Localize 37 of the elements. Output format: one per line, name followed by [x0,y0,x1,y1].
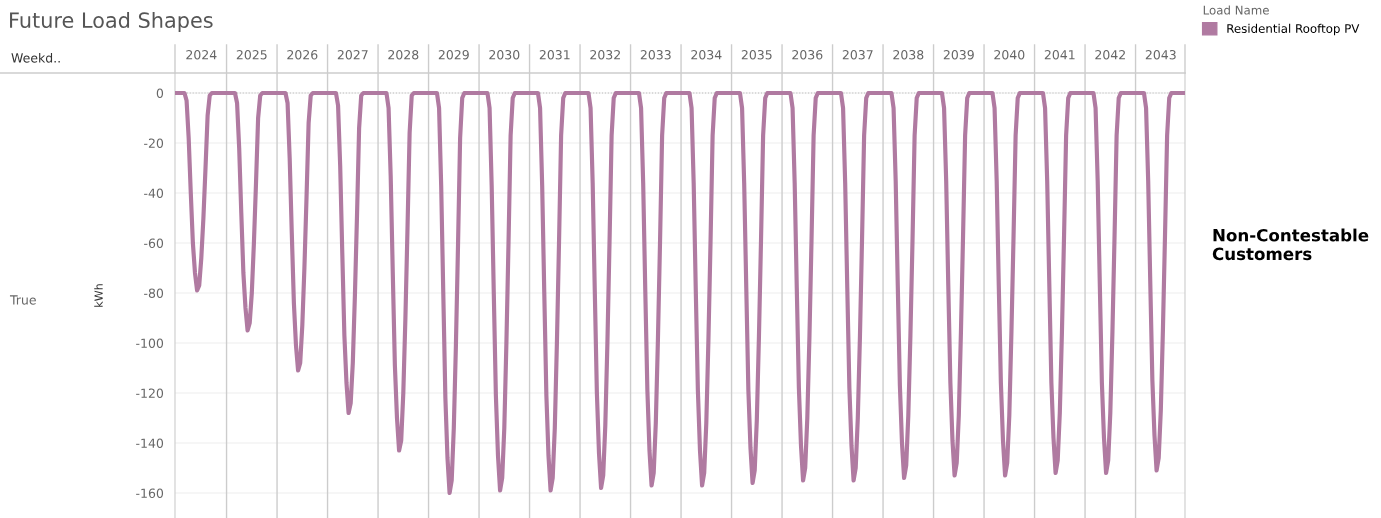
chart-title: Future Load Shapes [10,11,213,33]
x-tick-label: 2037 [842,50,873,60]
text: Weekd.. [11,52,60,63]
x-tick-label: 2032 [590,50,620,60]
x-tick-label: 2026 [287,50,318,60]
x-tick-label: 2042 [1095,50,1125,60]
x-tick-label: 2039 [943,50,974,60]
y-tick-label: -140 [136,438,164,448]
y-tick-label: -100 [136,338,164,348]
x-tick-label: 2040 [994,50,1025,60]
y-tick-label: -40 [144,188,164,198]
x-tick-label: 2030 [489,50,520,60]
y-tick-label: -160 [136,488,164,498]
x-tick-label: 2033 [640,50,671,60]
x-tick-label: 2025 [236,50,267,60]
x-tick-label: 2028 [388,50,419,60]
y-tick-label: 0 [156,88,164,98]
x-tick-label: 2031 [539,50,570,60]
x-tick-label: 2029 [438,50,469,60]
y-tick-label: -60 [144,238,164,248]
x-tick-label: 2027 [337,50,368,60]
x-tick-label: 2036 [792,50,823,60]
x-tick-label: 2034 [691,50,722,60]
legend-title: Load Name [1203,5,1269,15]
x-tick-label: 2038 [893,50,924,60]
legend-label: Residential Rooftop PV [1227,23,1360,36]
line-series [175,90,1185,496]
x-tick-label: 2043 [1145,50,1176,60]
text: True [9,295,36,305]
text: Non-Contestable Customers [1212,228,1369,261]
y-axis-title: kWh [94,284,103,307]
y-tick-label: -120 [136,388,164,398]
y-tick-label: -20 [144,138,164,148]
y-tick-label: -80 [144,288,164,298]
x-tick-label: 2024 [186,50,217,60]
x-tick-label: 2041 [1044,50,1075,60]
x-tick-label: 2035 [741,50,772,60]
